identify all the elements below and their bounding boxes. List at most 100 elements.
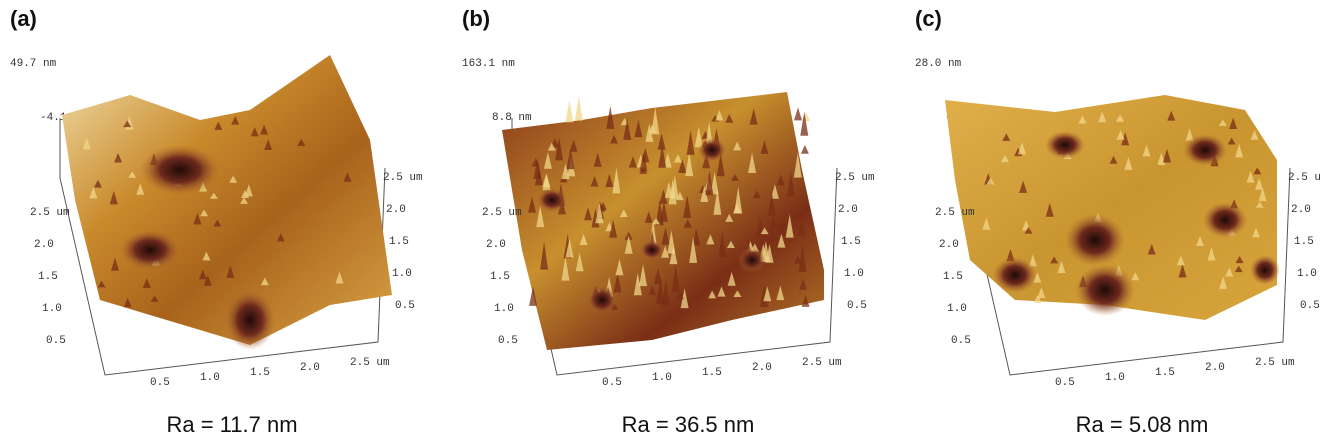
surface-peak: [716, 152, 725, 177]
surface-peak: [700, 185, 709, 202]
surface-peak: [769, 215, 778, 229]
surface-peak: [609, 219, 618, 238]
bottom-tick-label: 0.5: [602, 377, 622, 389]
surface-peak: [785, 214, 794, 238]
right-tick-label: 1.0: [392, 268, 412, 280]
bottom-tick-label: 2.0: [752, 362, 772, 374]
surface-pit: [587, 286, 617, 314]
surface-peak: [1037, 287, 1046, 299]
bottom-tick-label: 0.5: [150, 377, 170, 389]
right-tick-label: 1.5: [841, 236, 861, 248]
surface-peak: [1121, 132, 1130, 146]
surface-peak: [748, 152, 757, 174]
surface-peak: [1176, 255, 1185, 266]
surface-peak: [142, 278, 151, 288]
right-tick-label: 0.5: [847, 300, 867, 312]
surface-peak: [1258, 187, 1267, 202]
surface-peak: [574, 96, 583, 121]
surface-peak: [260, 277, 269, 286]
surface-peak: [565, 238, 574, 258]
surface-peak: [624, 235, 633, 254]
surface-peak: [209, 192, 218, 199]
surface-peak: [749, 108, 758, 125]
surface-peak: [800, 145, 809, 154]
surface-peak: [1255, 201, 1264, 208]
surface-peak: [671, 264, 680, 292]
surface-peak: [1178, 263, 1187, 278]
surface-peak: [1131, 272, 1140, 281]
surface-peak: [1124, 156, 1133, 170]
surface-peak: [683, 195, 692, 218]
surface-peak: [540, 241, 549, 270]
panel-label: (a): [10, 6, 37, 31]
surface-peak: [575, 252, 584, 272]
bottom-tick-label: 1.0: [652, 372, 672, 384]
surface-peak: [529, 286, 538, 306]
surface-peak: [675, 291, 684, 300]
surface-peak: [528, 196, 537, 213]
surface-peak: [531, 157, 540, 167]
surface-peak: [793, 152, 802, 178]
right-tick-label: 2.5 um: [1288, 172, 1320, 184]
surface-peak: [1098, 111, 1107, 123]
caption: Ra = 11.7 nm: [166, 412, 297, 437]
surface-peak: [202, 251, 211, 261]
surface-peak: [644, 211, 653, 223]
surface-peak: [628, 156, 637, 168]
surface-peak: [89, 186, 98, 199]
surface-peak: [659, 189, 668, 204]
surface-peak: [297, 138, 306, 146]
surface-peak: [763, 286, 772, 302]
surface-peak: [547, 142, 556, 151]
surface-peak: [658, 144, 667, 168]
surface-peak: [534, 166, 543, 186]
surface-peak: [590, 176, 599, 187]
bottom-tick-label: 1.0: [1105, 372, 1125, 384]
surface-peak: [1235, 144, 1244, 158]
surface-peak: [542, 173, 551, 187]
panel-label: (c): [915, 6, 942, 31]
surface-peak: [561, 256, 570, 281]
surface-peak: [1050, 256, 1059, 264]
surface-pit: [993, 257, 1037, 293]
surface-peak: [1225, 267, 1234, 277]
surface-peak: [536, 205, 545, 228]
surface-peak: [705, 170, 714, 196]
surface-peak: [730, 174, 739, 181]
bottom-tick-label: 2.5 um: [1255, 357, 1295, 369]
surface-peak: [1234, 265, 1243, 273]
surface-peak: [661, 227, 670, 245]
surface-peak: [111, 257, 120, 271]
surface-peak: [982, 217, 991, 230]
left-tick-label: 0.5: [498, 335, 518, 347]
surface-peak: [718, 231, 727, 258]
surface-peak: [1116, 130, 1125, 140]
surface-peak: [613, 273, 622, 293]
surface-peak: [198, 269, 207, 280]
bottom-tick-label: 2.5 um: [350, 357, 390, 369]
surface-peak: [1255, 178, 1264, 190]
surface-peak: [114, 152, 123, 163]
surface-peak: [670, 174, 679, 199]
right-tick-label: 2.0: [838, 204, 858, 216]
left-tick-label: 1.0: [947, 303, 967, 315]
surface-peak: [760, 227, 769, 235]
surface-peak: [734, 186, 743, 214]
surface-peak: [150, 295, 159, 302]
surface-peak: [689, 236, 698, 263]
right-tick-label: 2.0: [386, 204, 406, 216]
surface-peak: [1116, 114, 1125, 122]
surface-peak: [231, 115, 240, 125]
surface-peak: [733, 141, 742, 151]
bottom-tick-label: 2.0: [1205, 362, 1225, 374]
surface-peak: [799, 278, 808, 290]
surface-peak: [610, 134, 619, 144]
surface-peak: [593, 152, 602, 167]
surface-peak: [97, 280, 106, 288]
surface-peak: [1207, 247, 1216, 261]
surface-peak: [250, 127, 259, 137]
bottom-tick-label: 0.5: [1055, 377, 1075, 389]
right-tick-label: 2.5 um: [835, 172, 875, 184]
surface-peak: [713, 188, 722, 215]
